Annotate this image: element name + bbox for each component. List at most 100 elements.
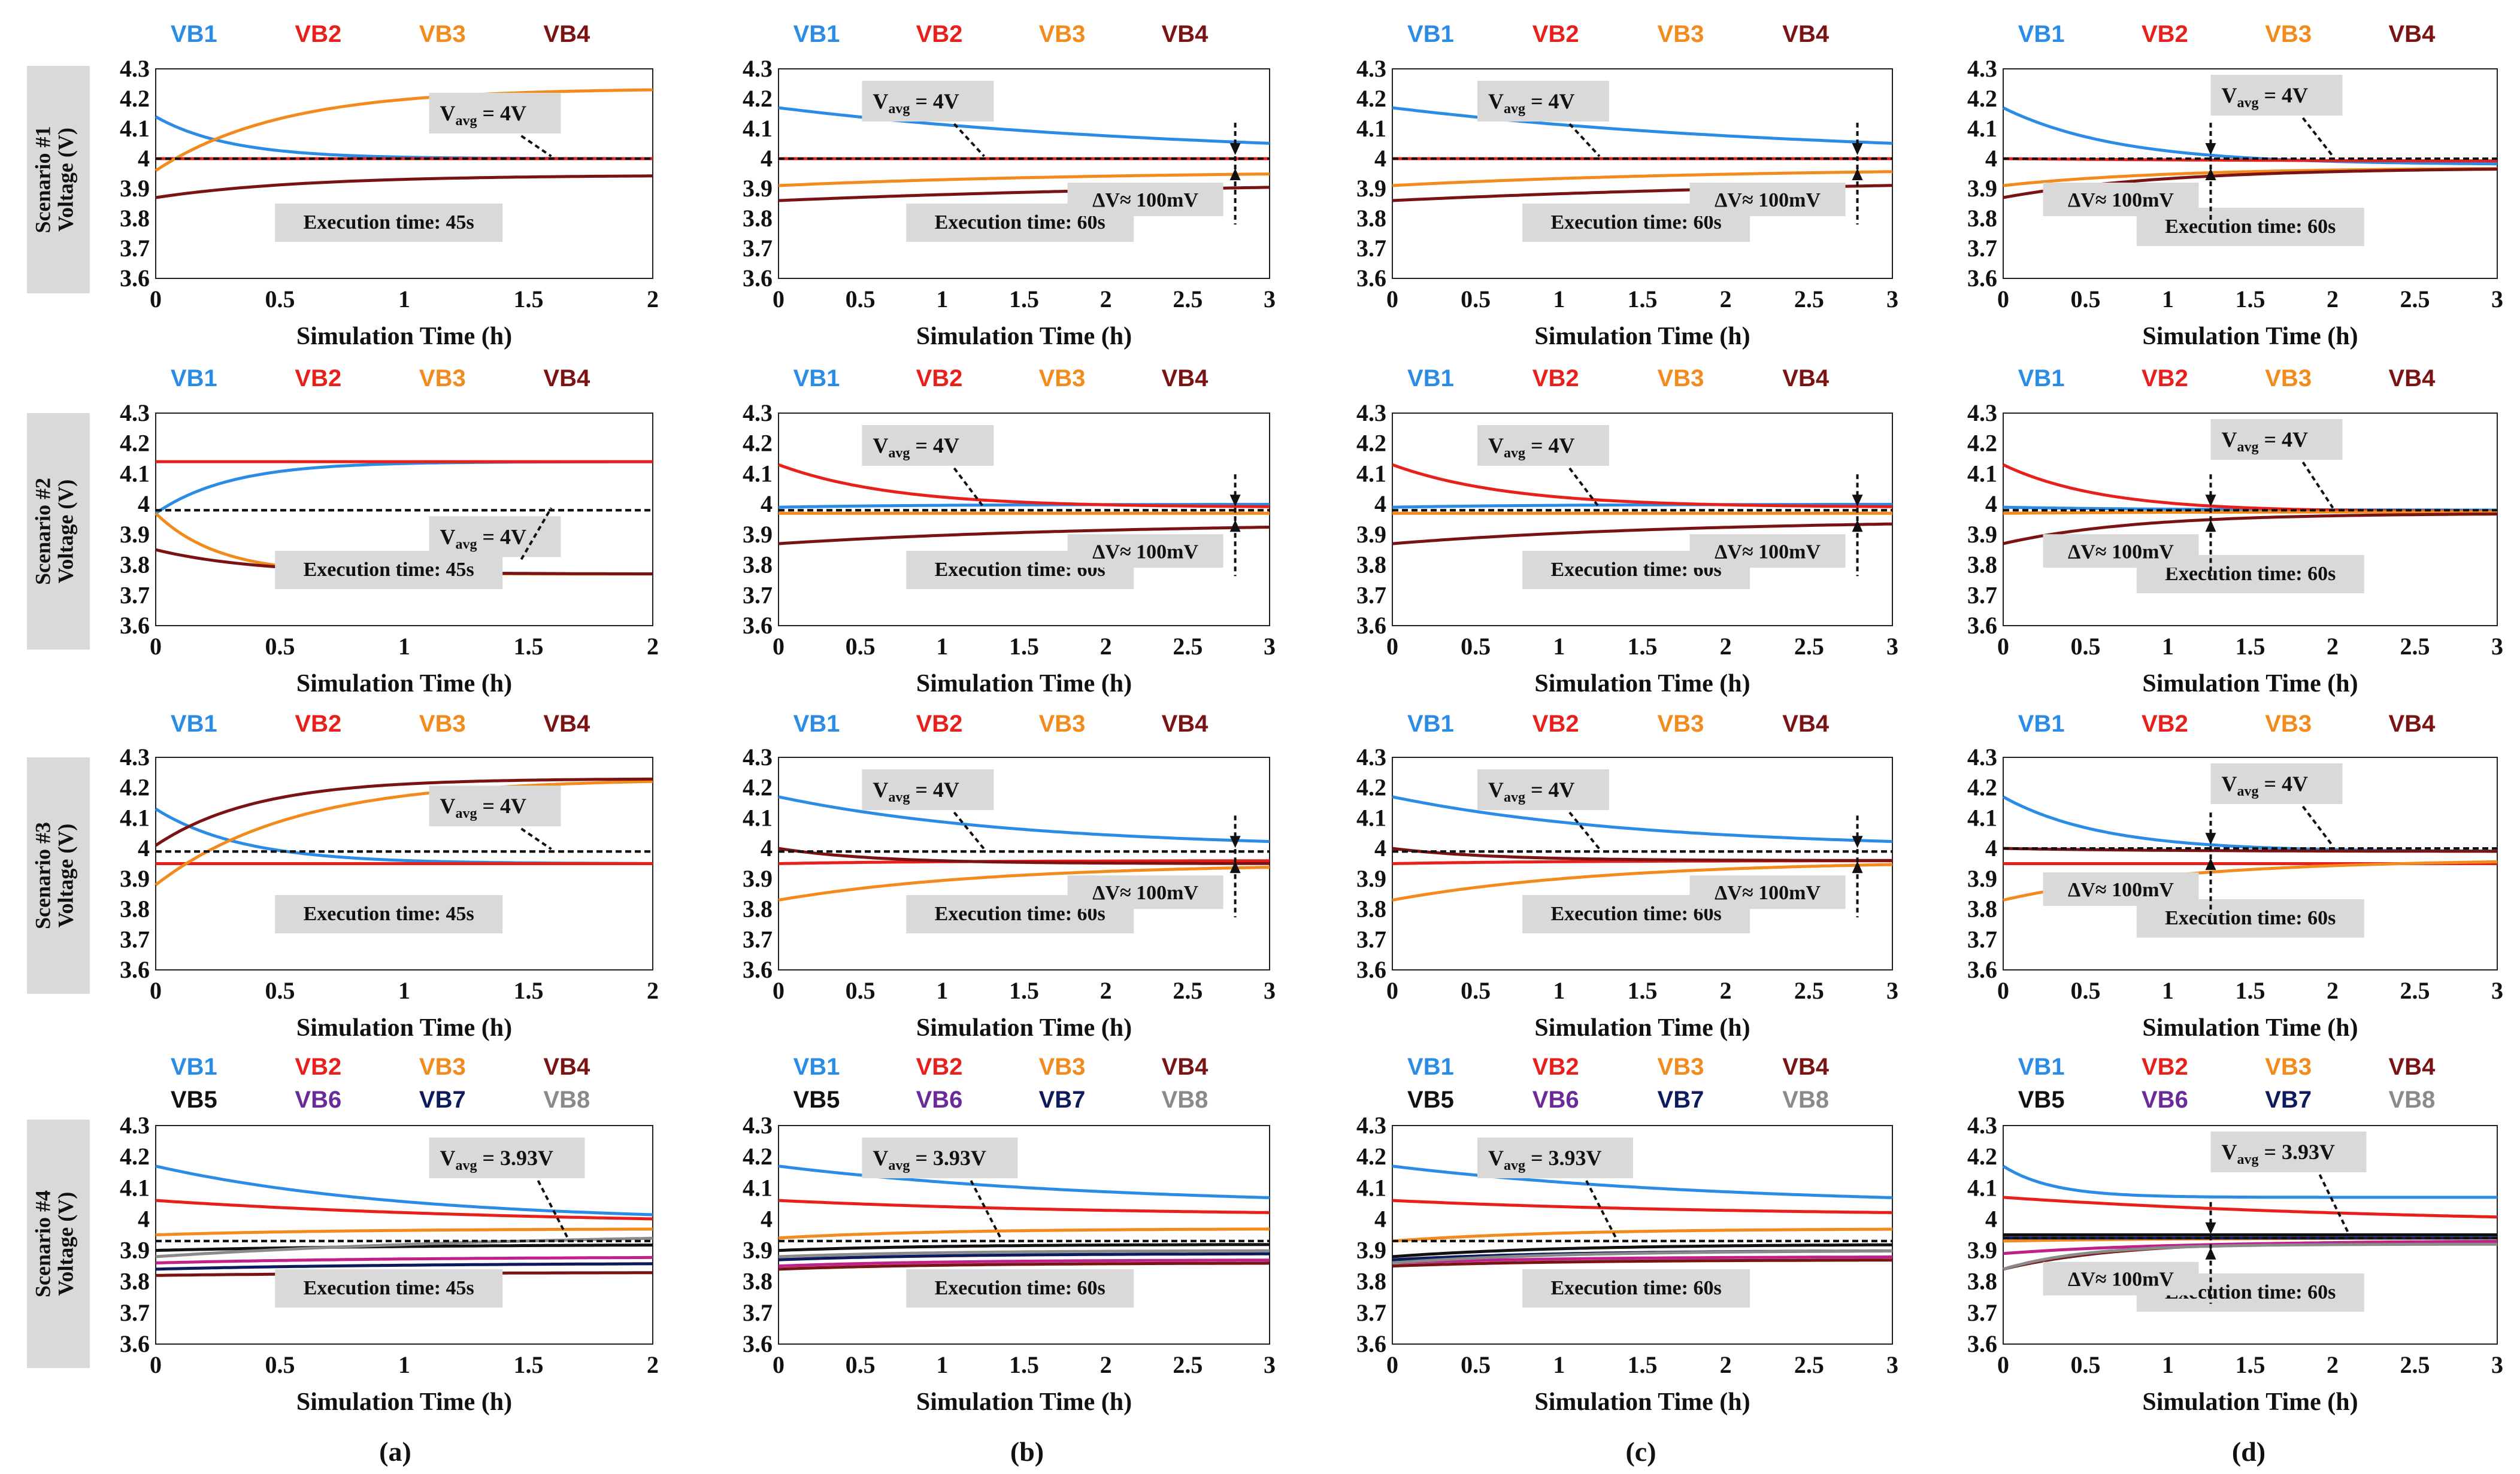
series-line-vb2: [778, 1199, 1270, 1214]
y-tick-label: 3.7: [1356, 1299, 1386, 1326]
x-tick-label: 0.5: [2071, 1351, 2101, 1378]
series-line-vb3: [1392, 863, 1893, 902]
series-line-vb4: [778, 526, 1270, 545]
y-tick-label: 3.7: [1967, 581, 1997, 608]
execution-time-box: [275, 551, 503, 589]
plot-frame: [1392, 1125, 1893, 1345]
y-tick-label: 3.6: [1967, 956, 1997, 983]
y-tick-label: 4.2: [743, 430, 773, 457]
series-line-vb1: [155, 460, 653, 515]
x-tick-label: 0.5: [2071, 633, 2101, 660]
x-tick-label: 2: [647, 977, 659, 1004]
vavg-subscript: avg: [456, 113, 477, 129]
vavg-symbol: V: [440, 101, 456, 125]
series-line-vb3: [155, 1227, 653, 1236]
execution-time-label: Execution time: 45s: [304, 903, 474, 925]
vavg-subscript: avg: [1504, 101, 1525, 117]
execution-time-box: [275, 204, 503, 242]
legend-vb1: VB1: [2018, 365, 2065, 392]
y-tick-label: 3.9: [1356, 175, 1386, 202]
legend-vb6: VB6: [916, 1087, 963, 1113]
vavg-symbol: V: [1488, 778, 1504, 802]
chart-r3d: 4.3 4.2 4.1 4 3.9 3.8 3.7 3.60 0.5 1 1.5 2 2.5 3 Simul…: [1967, 711, 2503, 1042]
x-tick-label: 0: [150, 1351, 162, 1378]
x-tick-label: 0: [1997, 1351, 2009, 1378]
legend-vb4: VB4: [1162, 1054, 1209, 1080]
execution-time-box: [275, 1269, 503, 1308]
vavg-subscript: avg: [2237, 784, 2259, 799]
plot-frame: [155, 68, 653, 279]
delta-v-box: [1689, 534, 1846, 568]
vavg-arrow: [1568, 467, 1601, 509]
panel-letter: (d): [2232, 1436, 2265, 1467]
series-line-vb1: [1392, 106, 1893, 145]
vavg-box: [429, 93, 561, 134]
y-tick-label: 4.1: [120, 1174, 150, 1201]
series-line-vb1: [155, 1164, 653, 1217]
series-line-vb1: [1392, 795, 1893, 843]
legend-vb5: VB5: [1407, 1087, 1454, 1113]
y-tick-label: 3.6: [1356, 265, 1386, 292]
y-tick-label: 4.3: [743, 399, 773, 426]
delta-v-box: [1067, 875, 1223, 909]
y-tick-label: 3.6: [743, 956, 773, 983]
series-line-vb1: [155, 808, 653, 865]
y-tick-label: 3.7: [1356, 235, 1386, 262]
y-tick-label: 3.8: [743, 551, 773, 578]
vavg-value: = 4V: [2259, 772, 2309, 796]
vavg-symbol: V: [1488, 89, 1504, 113]
y-tick-label: 4.2: [120, 430, 150, 457]
vavg-box: [1477, 81, 1609, 122]
x-axis-label: Simulation Time (h): [1534, 670, 1750, 697]
delta-v-arrowhead-up: [2205, 168, 2216, 180]
x-tick-label: 0: [1997, 977, 2009, 1004]
delta-v-box: [2043, 183, 2199, 216]
series-line-vb3: [1392, 1227, 1892, 1243]
series-line-vb1: [778, 106, 1270, 145]
y-tick-label: 3.9: [1967, 1237, 1997, 1264]
x-axis-label: Simulation Time (h): [916, 1014, 1132, 1042]
x-tick-label: 1: [1553, 286, 1565, 313]
y-tick-label: 3.8: [1967, 896, 1997, 923]
y-tick-label: 4.2: [743, 774, 773, 801]
legend-vb3: VB3: [1658, 21, 1704, 47]
panel-letter: (b): [1010, 1436, 1044, 1467]
legend-vb6: VB6: [2142, 1087, 2188, 1113]
x-tick-label: 1: [2162, 1351, 2174, 1378]
y-tick-label: 3.7: [1356, 581, 1386, 608]
x-tick-label: 0.5: [265, 977, 295, 1004]
delta-v-label: ΔV≈ 100mV: [2068, 879, 2174, 901]
row-label-scenario: Scenario #3: [31, 822, 55, 929]
delta-v-arrowhead-down: [2205, 1222, 2216, 1235]
vavg-box: [2210, 75, 2343, 116]
legend-vb8: VB8: [1782, 1087, 1829, 1113]
series-line-vb2: [155, 1199, 653, 1221]
x-tick-label: 0: [1386, 977, 1398, 1004]
row-label-ylabel: Voltage (V): [54, 128, 78, 232]
vavg-value: = 4V: [910, 778, 959, 802]
y-tick-label: 4.3: [743, 55, 773, 82]
vavg-label: Vavg = 4V: [873, 778, 959, 805]
delta-v-label: ΔV≈ 100mV: [1715, 541, 1821, 563]
legend-vb4: VB4: [1162, 711, 1209, 737]
y-tick-label: 4.2: [743, 85, 773, 112]
y-tick-label: 4.3: [743, 1112, 773, 1139]
legend-vb6: VB6: [1532, 1087, 1579, 1113]
chart-r1a: 4.3 4.2 4.1 4 3.9 3.8 3.7 3.60 0.5 1 1.5 2 Simulatio…: [120, 21, 659, 350]
vavg-symbol: V: [1488, 433, 1504, 457]
x-tick-label: 1.5: [2236, 633, 2265, 660]
y-tick-label: 3.9: [120, 865, 150, 892]
row-label-ylabel: Voltage (V): [54, 1192, 78, 1296]
series-line-vb8: [1392, 1249, 1892, 1264]
vavg-symbol: V: [2222, 427, 2237, 451]
x-tick-label: 0.5: [1461, 633, 1491, 660]
y-tick-label: 4.2: [1967, 85, 1997, 112]
legend-vb1: VB1: [793, 711, 840, 737]
x-tick-label: 2: [1720, 1351, 1732, 1378]
vavg-label: Vavg = 4V: [440, 524, 527, 552]
vavg-box: [1477, 425, 1609, 466]
legend-vb1: VB1: [2018, 711, 2065, 737]
legend-vb3: VB3: [1039, 365, 1086, 392]
series-line-vb2: [2003, 1196, 2498, 1219]
x-axis-label: Simulation Time (h): [916, 670, 1132, 697]
